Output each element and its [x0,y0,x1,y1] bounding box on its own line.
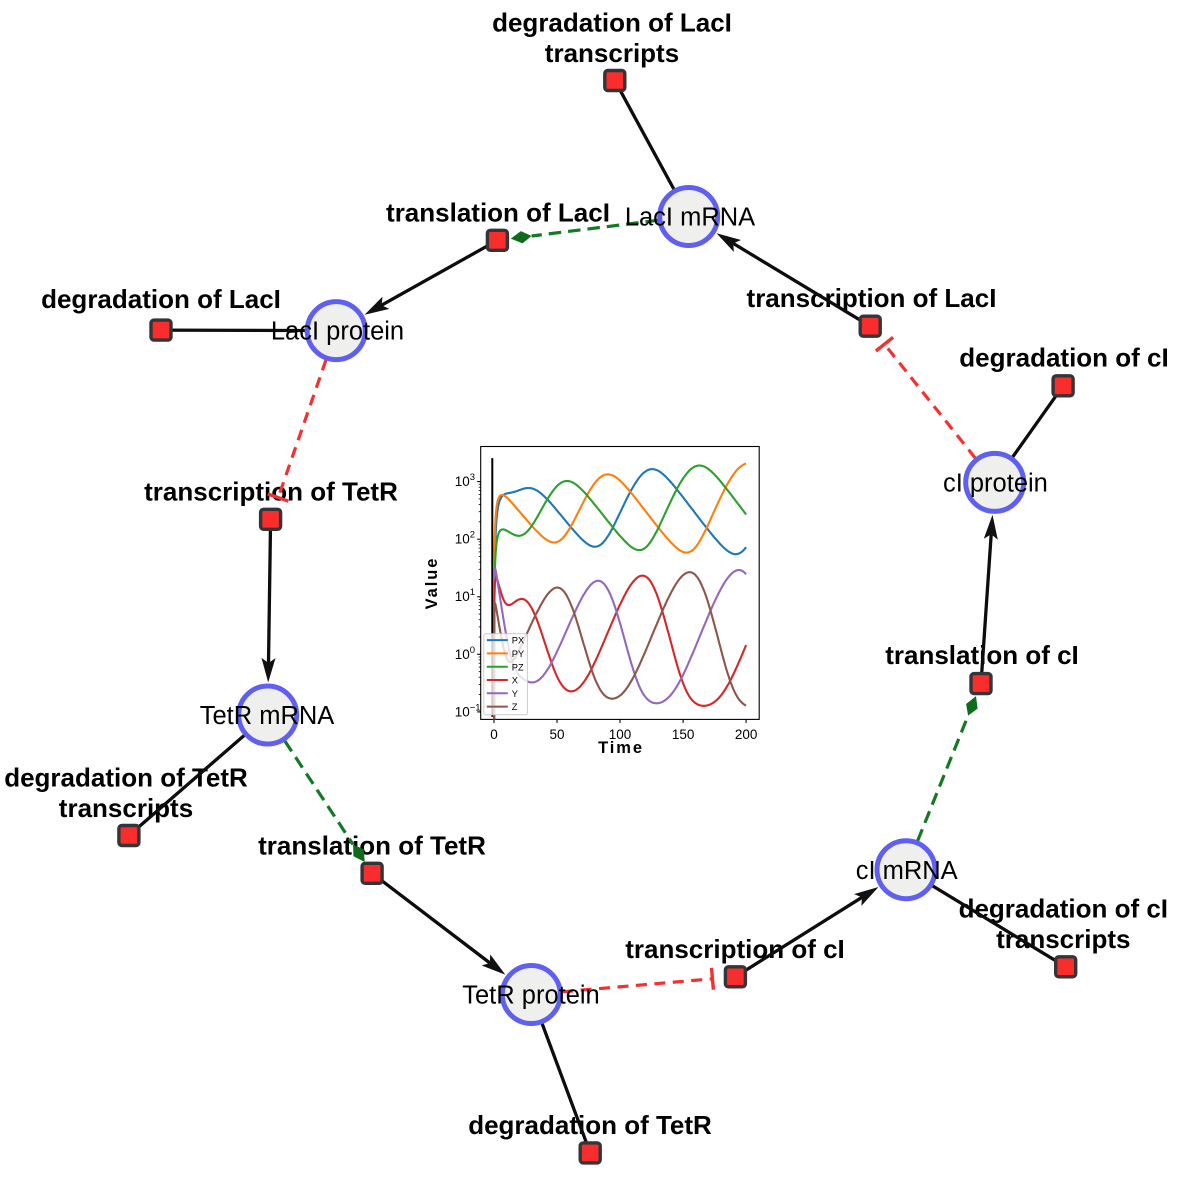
svg-text:degradation of LacI: degradation of LacI [41,284,281,314]
svg-text:X: X [512,676,518,686]
svg-text:50: 50 [549,727,564,742]
svg-text:LacI protein: LacI protein [271,318,404,346]
svg-text:degradation of cI: degradation of cI [959,343,1168,373]
svg-text:Z: Z [512,702,518,712]
svg-text:transcripts: transcripts [545,38,679,68]
svg-text:cI protein: cI protein [943,470,1048,498]
svg-text:TetR protein: TetR protein [462,982,600,1010]
svg-text:PX: PX [512,636,524,646]
svg-text:transcription of TetR: transcription of TetR [144,477,398,507]
svg-text:transcription of cI: transcription of cI [625,934,845,964]
svg-text:transcripts: transcripts [996,924,1130,954]
svg-text:translation of LacI: translation of LacI [386,198,610,228]
svg-text:200: 200 [735,727,758,742]
svg-text:PY: PY [512,649,524,659]
svg-text:0: 0 [490,727,498,742]
svg-text:Value: Value [423,557,441,610]
svg-text:degradation of TetR: degradation of TetR [468,1110,712,1140]
svg-text:cI mRNA: cI mRNA [856,857,958,885]
svg-text:transcription of LacI: transcription of LacI [747,283,997,313]
svg-text:LacI mRNA: LacI mRNA [625,204,755,232]
svg-text:degradation of TetR: degradation of TetR [4,762,248,792]
svg-text:150: 150 [672,727,695,742]
svg-text:Time: Time [598,739,644,757]
svg-text:translation of TetR: translation of TetR [258,831,486,861]
svg-text:degradation of LacI: degradation of LacI [492,7,732,37]
svg-text:PZ: PZ [512,662,524,672]
svg-text:100: 100 [609,727,632,742]
svg-text:degradation of cI: degradation of cI [959,894,1168,924]
svg-text:Y: Y [512,689,518,699]
svg-text:TetR mRNA: TetR mRNA [200,702,335,730]
